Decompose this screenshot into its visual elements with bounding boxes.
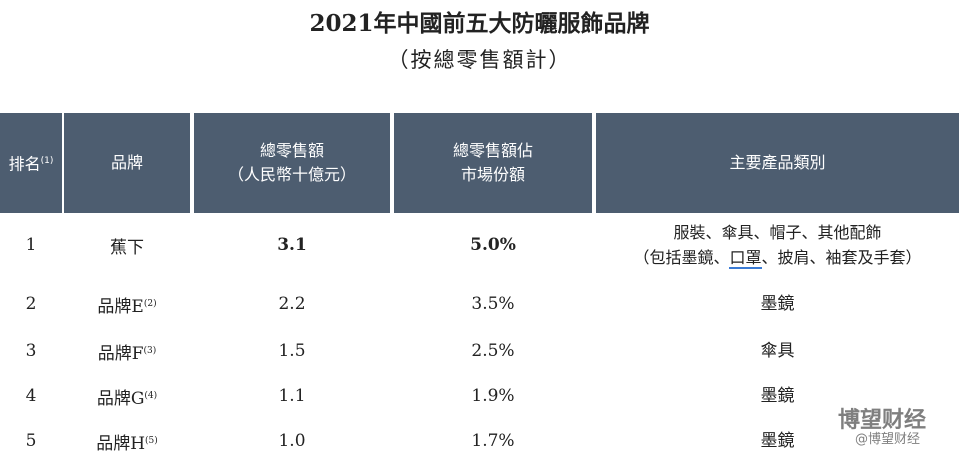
rank: 3 [25,341,37,361]
footnote-ref: (1) [40,156,54,167]
table-cell: 1 [0,220,62,270]
table-cell: 5.0% [394,220,592,270]
table-cell: 服裝、傘具、帽子、其他配飾 （包括墨鏡、口罩、披肩、袖套及手套） [596,220,959,270]
product-text: （包括墨鏡、 [633,248,730,267]
header-text: 品牌 [111,151,143,175]
header-line: （人民幣十億元） [227,165,356,184]
header-cell: 總零售額 （人民幣十億元） [194,113,390,213]
footnote-ref: (4) [144,391,158,401]
product-text: 口罩 [729,248,762,269]
table-cell: 3.5% [394,285,592,323]
product-line: 服裝、傘具、帽子、其他配飾 [673,223,882,242]
watermark: 博望财经 [838,408,927,433]
share: 1.9% [471,386,515,406]
table-cell: 4 [0,377,62,415]
table-cell: 品牌E (2) [64,285,190,323]
table-cell: 2 [0,285,62,323]
share: 1.7% [471,431,515,451]
table-cell: 品牌F (3) [64,332,190,370]
header-cell: 排名(1) [0,113,62,213]
header-label: 品牌 [110,153,143,172]
title: 2021年中國前五大防曬服飾品牌 [309,10,650,37]
product-line: 墨鏡 [760,430,795,451]
header-text: 主要產品類別 [729,151,825,175]
table-cell: 5 [0,422,62,460]
rank: 2 [25,294,37,314]
product-line: 墨鏡 [760,385,795,406]
share: 5.0% [470,235,516,255]
table-cell: 3 [0,332,62,370]
table-cell: 墨鏡 [596,422,959,460]
brand: 品牌G [96,388,145,409]
table-cell: 1.7% [394,422,592,460]
watermark-handle: @博望财经 [855,432,921,447]
brand: 品牌F [97,343,144,364]
header-cell: 總零售額佔 市場份額 [394,113,592,213]
header-cell: 主要產品類別 [596,113,959,213]
product-line: 傘具 [760,340,795,361]
header-cell: 品牌 [64,113,190,213]
table-cell: 1.9% [394,377,592,415]
table-cell: 3.1 [194,220,390,270]
sales: 1.0 [278,431,306,451]
sales: 3.1 [277,235,307,255]
footnote-ref: (3) [143,346,157,356]
brand: 蕉下 [110,237,144,258]
table-cell: 傘具 [596,332,959,370]
table-cell: 墨鏡 [596,377,959,415]
share: 2.5% [471,341,515,361]
subtitle: （按總零售額計） [387,48,572,72]
table-cell: 品牌G (4) [64,377,190,415]
product-text: 、披肩、袖套及手套） [761,248,922,267]
sales: 1.5 [278,341,306,361]
table-cell: 1.1 [194,377,390,415]
table-cell: 墨鏡 [596,285,959,323]
rank: 4 [25,386,37,406]
rank: 1 [25,235,37,255]
product-line: 墨鏡 [760,293,795,314]
share: 3.5% [471,294,515,314]
sales: 1.1 [278,386,306,406]
header-line: 總零售額佔 [452,141,533,160]
header-line: 總零售額 [259,141,324,160]
table-cell: 品牌H (5) [64,422,190,460]
product-line: （包括墨鏡、口罩、披肩、袖套及手套） [633,245,922,270]
footnote-ref: (2) [143,299,157,309]
table-cell: 1.0 [194,422,390,460]
header-line: 市場份額 [460,165,525,184]
table-cell: 2.2 [194,285,390,323]
rank: 5 [25,431,37,451]
table-cell: 2.5% [394,332,592,370]
brand: 品牌H [96,433,146,454]
header-label: 排名 [8,154,41,174]
brand: 品牌E [97,296,144,317]
sales: 2.2 [278,294,306,314]
table-cell: 1.5 [194,332,390,370]
header-text: 排名(1) [9,149,54,176]
footnote-ref: (5) [145,436,158,446]
header-label: 主要產品類別 [729,153,826,172]
table-cell: 蕉下 [64,220,190,270]
